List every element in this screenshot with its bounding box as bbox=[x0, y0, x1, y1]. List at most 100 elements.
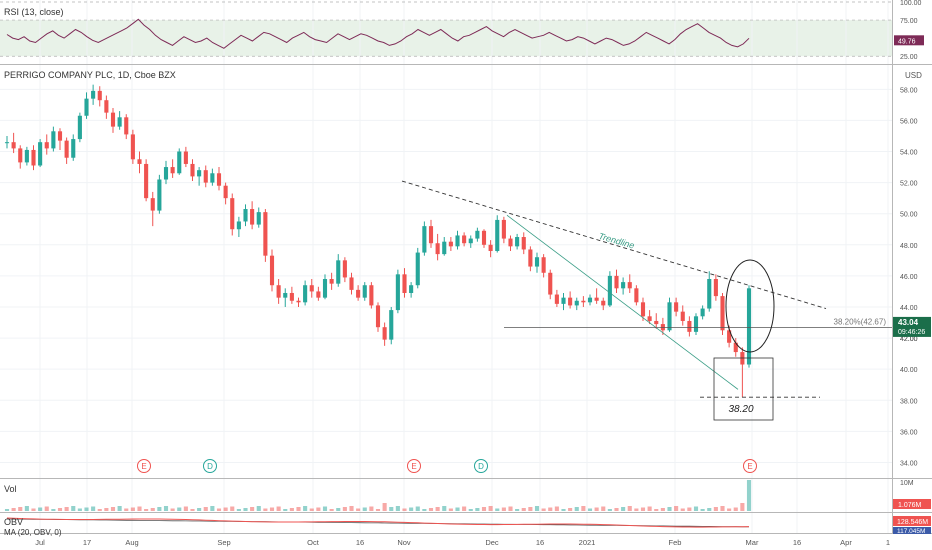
candle-body bbox=[746, 288, 752, 365]
volume-bar bbox=[581, 506, 586, 511]
candle bbox=[409, 282, 414, 298]
volume-bar bbox=[375, 509, 381, 511]
candle bbox=[508, 235, 513, 252]
volume-bar bbox=[177, 507, 182, 511]
volume-bar bbox=[568, 508, 573, 511]
candle bbox=[163, 160, 169, 185]
volume-bar bbox=[117, 506, 122, 511]
candle bbox=[104, 95, 109, 119]
candle-body bbox=[415, 252, 420, 286]
event-letter: D bbox=[207, 462, 213, 471]
candle bbox=[501, 216, 506, 244]
candle-body bbox=[481, 230, 487, 245]
candle bbox=[521, 232, 526, 255]
volume-bar bbox=[84, 507, 89, 511]
last-price-badge bbox=[893, 316, 931, 337]
candle-body bbox=[528, 249, 533, 267]
candle-body bbox=[230, 198, 235, 230]
price-tick-label: 50.00 bbox=[900, 212, 918, 219]
volume-bar bbox=[495, 508, 500, 511]
candle bbox=[587, 294, 593, 306]
candle-body bbox=[256, 212, 261, 225]
candle-body bbox=[475, 230, 480, 239]
candle-body bbox=[356, 289, 361, 298]
candle-body bbox=[667, 302, 672, 331]
low-box bbox=[713, 357, 774, 421]
candle bbox=[581, 296, 586, 307]
channel-line bbox=[506, 214, 739, 390]
candle bbox=[448, 237, 453, 252]
price-tick-label: 44.00 bbox=[900, 305, 918, 312]
volume-bar bbox=[727, 508, 732, 511]
candle bbox=[375, 302, 381, 332]
price-tick-label: 46.00 bbox=[900, 274, 918, 281]
candle bbox=[44, 134, 49, 155]
x-tick-label: Jul bbox=[35, 538, 45, 547]
candle bbox=[18, 145, 23, 169]
candle bbox=[130, 129, 135, 164]
candle-body bbox=[428, 226, 434, 244]
candle bbox=[190, 159, 195, 182]
candle bbox=[607, 271, 612, 307]
volume-bar bbox=[508, 506, 513, 511]
candle bbox=[329, 272, 334, 290]
candle bbox=[84, 92, 89, 119]
volume-bar bbox=[415, 506, 420, 511]
candle bbox=[223, 182, 228, 205]
candle-body bbox=[680, 311, 685, 321]
volume-bar bbox=[554, 506, 559, 511]
rsi-last-badge bbox=[894, 35, 924, 46]
x-tick-label: Dec bbox=[485, 538, 499, 547]
candle bbox=[309, 278, 314, 298]
trendline-label: Trendline bbox=[597, 231, 635, 251]
candle bbox=[395, 269, 400, 314]
volume-bar bbox=[660, 508, 665, 511]
candle-body bbox=[263, 212, 268, 256]
candle bbox=[733, 338, 738, 357]
candle-body bbox=[395, 274, 400, 311]
candle-body bbox=[554, 294, 559, 304]
candle bbox=[369, 282, 374, 309]
candle-body bbox=[455, 235, 460, 247]
candle-body bbox=[250, 209, 255, 225]
candle-body bbox=[64, 140, 69, 158]
volume-last-badge bbox=[893, 499, 931, 509]
candle-body bbox=[336, 260, 341, 284]
volume-tick-label: 10M bbox=[900, 480, 914, 487]
candle bbox=[263, 209, 268, 262]
candle-body bbox=[733, 342, 738, 353]
volume-bar bbox=[296, 507, 301, 511]
volume-bar bbox=[395, 506, 400, 511]
candle-body bbox=[110, 112, 116, 127]
volume-bar bbox=[4, 509, 10, 511]
volume-bar bbox=[336, 508, 341, 511]
volume-bar bbox=[356, 508, 361, 511]
price-tick-label: 56.00 bbox=[900, 118, 918, 125]
candle bbox=[38, 139, 43, 168]
volume-bar bbox=[197, 508, 202, 511]
candle-body bbox=[144, 163, 149, 199]
volume-bar bbox=[309, 508, 314, 511]
candle-body bbox=[44, 142, 49, 149]
volume-bar bbox=[329, 509, 334, 511]
candle-body bbox=[216, 173, 222, 186]
candle-body bbox=[647, 316, 652, 321]
candle bbox=[269, 249, 275, 292]
candle-body bbox=[727, 330, 732, 343]
x-tick-label: 17 bbox=[83, 538, 91, 547]
candle-body bbox=[409, 285, 414, 293]
volume-bar bbox=[322, 506, 328, 511]
candle-body bbox=[707, 279, 712, 309]
candle bbox=[442, 237, 447, 256]
currency-label: USD bbox=[905, 71, 922, 80]
volume-bar bbox=[150, 508, 155, 511]
candle bbox=[481, 229, 487, 248]
volume-last-value: 1.076M bbox=[898, 502, 922, 509]
volume-bar bbox=[687, 507, 692, 511]
price-tick-label: 34.00 bbox=[900, 460, 918, 467]
volume-bar bbox=[402, 508, 407, 511]
event-letter: E bbox=[747, 462, 752, 471]
volume-bar bbox=[77, 508, 82, 511]
countdown-value: 09:46:26 bbox=[898, 329, 925, 336]
candle-body bbox=[660, 324, 665, 331]
